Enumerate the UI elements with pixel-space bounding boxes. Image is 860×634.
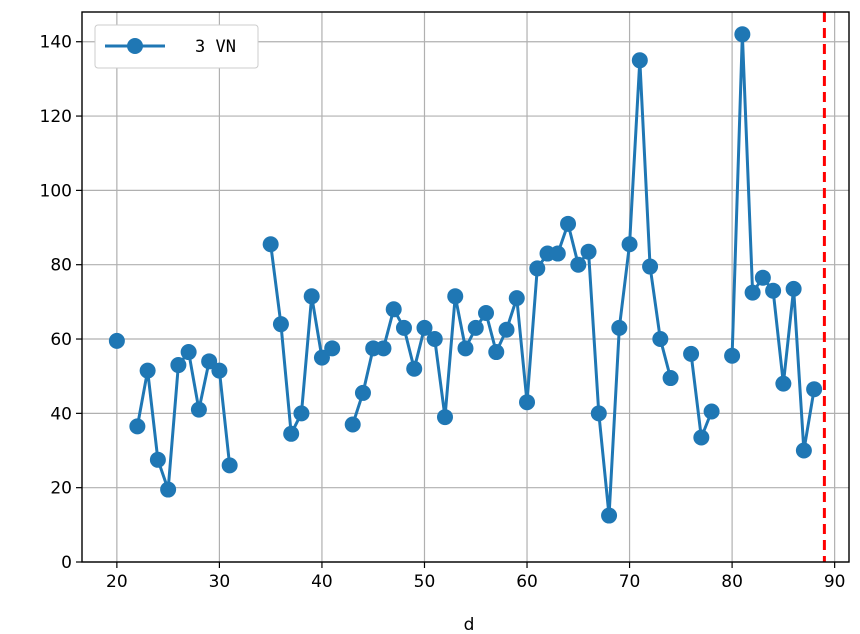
data-point [457,340,474,357]
data-point [467,319,484,336]
data-point [590,405,607,422]
data-point [744,284,761,301]
x-tick-label: 20 [106,572,128,592]
series-3-vn [108,26,823,524]
data-point [519,394,536,411]
data-point [498,321,515,338]
data-point [180,344,197,361]
data-point [395,319,412,336]
data-point [693,429,710,446]
data-point [313,349,330,366]
data-point [324,340,341,357]
legend-box [94,24,259,69]
data-point [262,236,279,253]
axis-ticks: 20 30 40 50 60 70 80 90 0 20 40 60 80 100 120 140 [40,33,846,592]
data-point [283,425,300,442]
y-tick-label: 40 [50,404,72,424]
data-point [488,344,505,361]
y-tick-label: 80 [50,256,72,276]
data-point [806,381,823,398]
data-point [560,215,577,232]
legend-label: 3 VN [195,37,236,57]
data-point [724,347,741,364]
x-tick-label: 50 [414,572,436,592]
data-point [201,353,218,370]
plot-frame [81,11,850,563]
data-point [611,319,628,336]
y-tick-label: 20 [50,479,72,499]
data-point [303,288,320,305]
data-point [416,319,433,336]
data-point [436,409,453,426]
data-point [129,418,146,435]
data-point [795,442,812,459]
y-tick-label: 100 [40,181,72,201]
data-point [683,345,700,362]
data-point [508,290,525,307]
data-point [426,331,443,348]
data-point [754,269,771,286]
x-axis-title: d [464,615,475,634]
data-point [580,243,597,260]
data-point [631,52,648,69]
x-tick-label: 30 [209,572,231,592]
y-tick-label: 120 [40,107,72,127]
legend-marker-swatch [127,38,143,54]
y-tick-label: 0 [61,553,72,573]
data-point [621,236,638,253]
data-point [601,507,618,524]
data-point [221,457,238,474]
data-point [570,256,587,273]
data-point [652,331,669,348]
data-point [108,332,125,349]
x-tick-label: 70 [619,572,641,592]
data-point [549,245,566,262]
data-point [344,416,361,433]
data-point [293,405,310,422]
data-point [765,282,782,299]
data-point [478,305,495,322]
data-point [447,288,464,305]
data-point [211,362,228,379]
data-point [149,451,166,468]
data-point [406,360,423,377]
data-point [375,340,392,357]
data-point [354,384,371,401]
y-tick-label: 60 [50,330,72,350]
x-tick-label: 80 [721,572,743,592]
data-point [529,260,546,277]
x-tick-label: 60 [516,572,538,592]
x-tick-label: 90 [824,572,846,592]
legend: 3 VN [94,24,259,69]
data-point [775,375,792,392]
data-point [662,370,679,387]
data-point [642,258,659,275]
data-point [160,481,177,498]
data-point [170,357,187,374]
data-point [385,301,402,318]
grid [82,12,849,563]
data-point [272,316,289,333]
y-tick-label: 140 [40,33,72,53]
data-point [139,362,156,379]
data-point [703,403,720,420]
x-tick-label: 40 [311,572,333,592]
data-point [734,26,751,43]
data-point [785,280,802,297]
data-point [190,401,207,418]
